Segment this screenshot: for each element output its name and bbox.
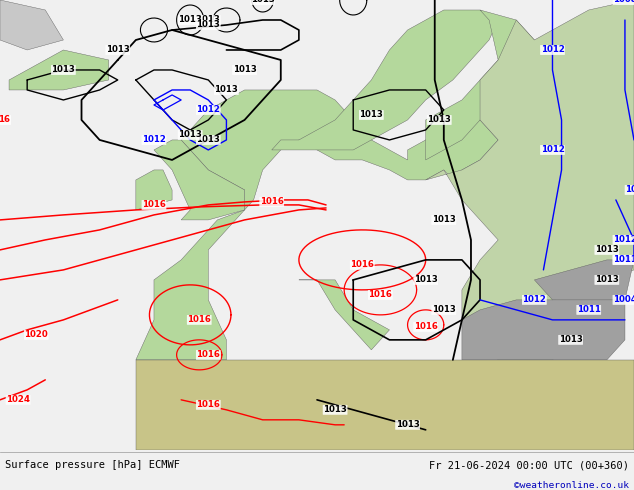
Text: 1013: 1013 — [595, 245, 619, 254]
Polygon shape — [136, 170, 172, 210]
Polygon shape — [9, 50, 108, 90]
Text: 1013: 1013 — [427, 116, 451, 124]
Text: 1013: 1013 — [359, 110, 384, 120]
Text: 1012: 1012 — [197, 105, 220, 115]
Text: 1012: 1012 — [541, 146, 564, 154]
Text: 1016: 1016 — [260, 197, 283, 206]
Text: 1013: 1013 — [214, 85, 238, 95]
Text: 1008: 1008 — [613, 0, 634, 4]
Text: 1013: 1013 — [250, 0, 275, 4]
Text: 1013: 1013 — [559, 335, 583, 344]
Polygon shape — [272, 10, 498, 150]
Polygon shape — [136, 360, 634, 450]
Text: 1012: 1012 — [613, 235, 634, 245]
Text: 1008: 1008 — [613, 255, 634, 265]
Text: 1012: 1012 — [142, 135, 166, 145]
Text: 1016: 1016 — [197, 400, 220, 409]
Polygon shape — [299, 280, 389, 350]
Polygon shape — [136, 90, 498, 360]
Polygon shape — [462, 290, 625, 360]
Text: 1013: 1013 — [323, 405, 347, 415]
Polygon shape — [425, 0, 634, 360]
Text: 1013: 1013 — [432, 305, 456, 315]
Text: 16: 16 — [0, 116, 11, 124]
Text: 1013: 1013 — [197, 16, 220, 24]
Text: 1011: 1011 — [577, 305, 600, 315]
Text: Fr 21-06-2024 00:00 UTC (00+360): Fr 21-06-2024 00:00 UTC (00+360) — [429, 460, 629, 470]
Text: 1013: 1013 — [106, 46, 130, 54]
Text: 1004: 1004 — [613, 295, 634, 304]
Text: 1016: 1016 — [187, 316, 211, 324]
Polygon shape — [534, 260, 634, 300]
Text: 1013: 1013 — [414, 275, 437, 284]
Text: 1016: 1016 — [351, 260, 374, 270]
Text: 1013: 1013 — [51, 66, 75, 74]
Text: 1013: 1013 — [432, 216, 456, 224]
Text: 1013: 1013 — [178, 130, 202, 140]
Text: 1012: 1012 — [522, 295, 547, 304]
Text: 1024: 1024 — [6, 395, 30, 404]
Text: 1012: 1012 — [541, 46, 564, 54]
Text: 1016: 1016 — [368, 291, 392, 299]
Text: 1020: 1020 — [24, 330, 48, 340]
Text: 1013: 1013 — [197, 135, 220, 145]
Text: 1016: 1016 — [142, 200, 166, 209]
Text: 1013: 1013 — [178, 16, 202, 24]
Text: 1016: 1016 — [197, 350, 220, 359]
Text: 1011: 1011 — [613, 255, 634, 265]
Polygon shape — [425, 10, 534, 160]
Text: 1016: 1016 — [414, 322, 437, 331]
Text: 1013: 1013 — [197, 21, 220, 29]
Text: 1013: 1013 — [595, 275, 619, 284]
Polygon shape — [154, 140, 245, 220]
Text: 100: 100 — [625, 185, 634, 195]
Text: 1013: 1013 — [233, 66, 257, 74]
Text: ©weatheronline.co.uk: ©weatheronline.co.uk — [514, 481, 629, 490]
Polygon shape — [0, 0, 63, 50]
Text: 1013: 1013 — [396, 420, 420, 429]
Text: Surface pressure [hPa] ECMWF: Surface pressure [hPa] ECMWF — [5, 460, 180, 470]
